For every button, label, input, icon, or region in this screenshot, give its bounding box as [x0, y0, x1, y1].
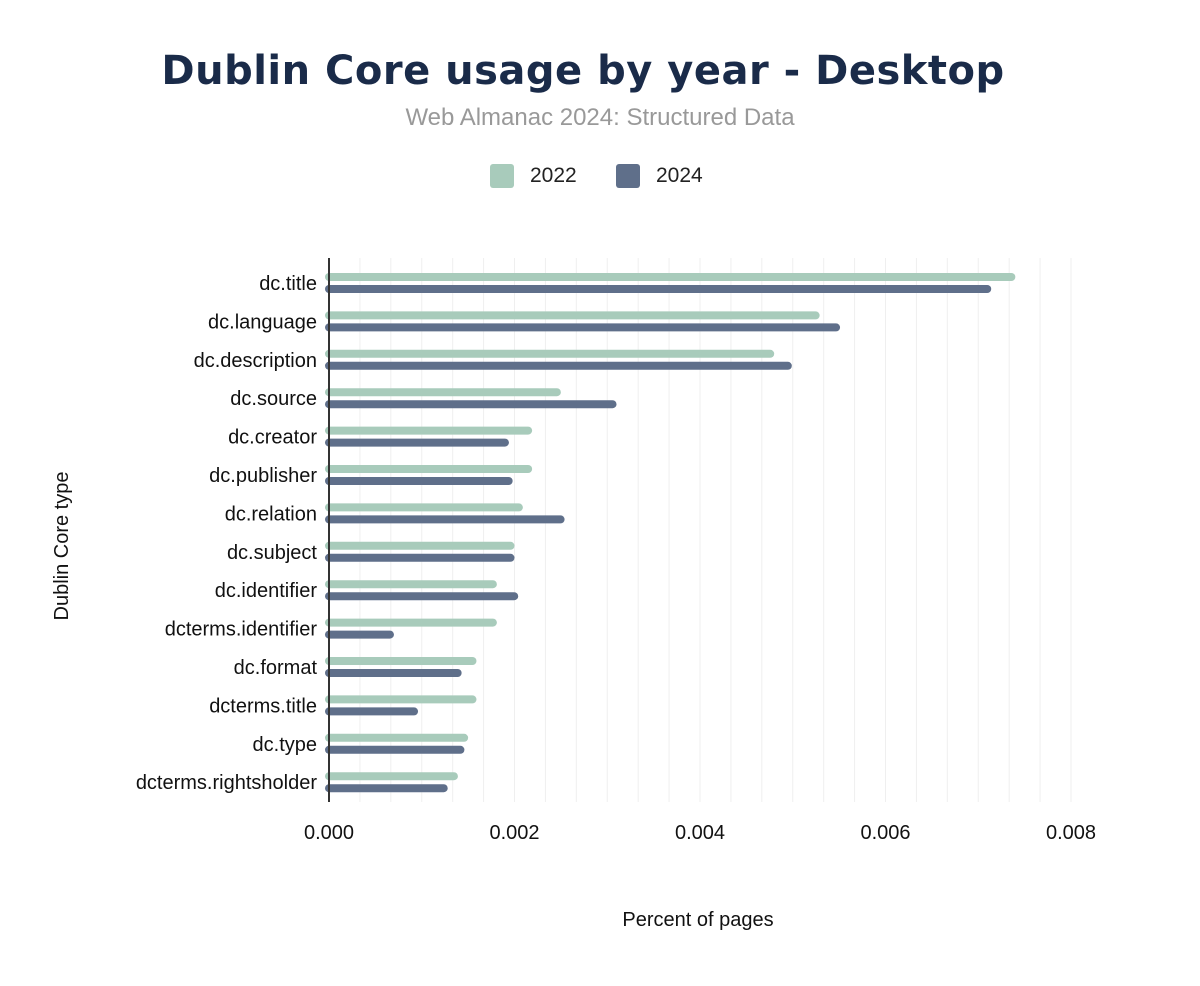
category-label: dc.description	[194, 350, 317, 372]
bar-2022-dc.format[interactable]	[325, 657, 477, 665]
bar-2024-dc.language[interactable]	[325, 323, 841, 332]
bar-2022-dc.title[interactable]	[325, 273, 1016, 281]
bar-2024-dcterms.identifier[interactable]	[325, 630, 394, 639]
legend-swatch-2024	[616, 164, 640, 188]
category-label: dc.type	[253, 734, 317, 756]
category-label: dcterms.rightsholder	[136, 772, 318, 794]
category-label: dc.creator	[228, 427, 317, 449]
category-label: dc.relation	[225, 503, 317, 525]
y-axis-label: Dublin Core type	[51, 472, 73, 621]
category-label: dc.title	[259, 273, 317, 295]
bar-2022-dc.language[interactable]	[325, 311, 820, 320]
bar-2024-dc.title[interactable]	[325, 285, 992, 293]
x-tick-label: 0.006	[860, 822, 910, 844]
legend-label-2022: 2022	[530, 164, 577, 187]
bar-2024-dc.creator[interactable]	[325, 438, 509, 447]
category-label: dcterms.identifier	[165, 619, 318, 641]
x-tick-label: 0.008	[1046, 822, 1096, 844]
legend-label-2024: 2024	[656, 164, 703, 187]
bar-2022-dcterms.title[interactable]	[325, 695, 477, 704]
legend-item-2022[interactable]: 2022	[490, 164, 577, 188]
bar-2022-dc.identifier[interactable]	[325, 580, 497, 589]
bar-2024-dc.type[interactable]	[325, 745, 465, 754]
x-tick-label: 0.002	[489, 822, 539, 844]
bar-2024-dc.format[interactable]	[325, 669, 462, 677]
bar-2022-dc.subject[interactable]	[325, 541, 515, 550]
x-axis-label: Percent of pages	[622, 909, 773, 931]
category-label: dc.format	[234, 657, 318, 679]
bar-2024-dc.publisher[interactable]	[325, 477, 513, 485]
x-tick-label: 0.000	[304, 822, 354, 844]
bar-2022-dc.type[interactable]	[325, 733, 469, 742]
bar-2022-dc.publisher[interactable]	[325, 465, 533, 473]
category-label: dc.subject	[227, 542, 317, 564]
x-tick-label: 0.004	[675, 822, 725, 844]
legend-swatch-2022	[490, 164, 514, 188]
bar-2022-dc.relation[interactable]	[325, 503, 523, 512]
bar-2024-dc.description[interactable]	[325, 361, 792, 370]
chart-subtitle: Web Almanac 2024: Structured Data	[405, 104, 795, 131]
bar-2024-dc.relation[interactable]	[325, 515, 565, 524]
bar-2022-dc.source[interactable]	[325, 388, 561, 397]
category-label: dc.identifier	[215, 580, 318, 602]
category-label: dc.source	[230, 388, 317, 410]
bar-2022-dcterms.identifier[interactable]	[325, 618, 497, 627]
bar-2024-dc.identifier[interactable]	[325, 592, 519, 601]
chart-title: Dublin Core usage by year - Desktop	[161, 48, 1005, 94]
legend-item-2024[interactable]: 2024	[616, 164, 703, 188]
bar-2024-dc.source[interactable]	[325, 400, 617, 409]
bar-2024-dcterms.rightsholder[interactable]	[325, 784, 448, 793]
bar-2022-dc.creator[interactable]	[325, 426, 533, 435]
bar-2024-dc.subject[interactable]	[325, 553, 515, 562]
category-label: dcterms.title	[209, 695, 317, 717]
bar-2024-dcterms.title[interactable]	[325, 707, 419, 716]
bar-2022-dc.description[interactable]	[325, 349, 775, 358]
bar-2022-dcterms.rightsholder[interactable]	[325, 772, 458, 781]
category-label: dc.publisher	[209, 465, 317, 487]
category-label: dc.language	[208, 311, 317, 333]
